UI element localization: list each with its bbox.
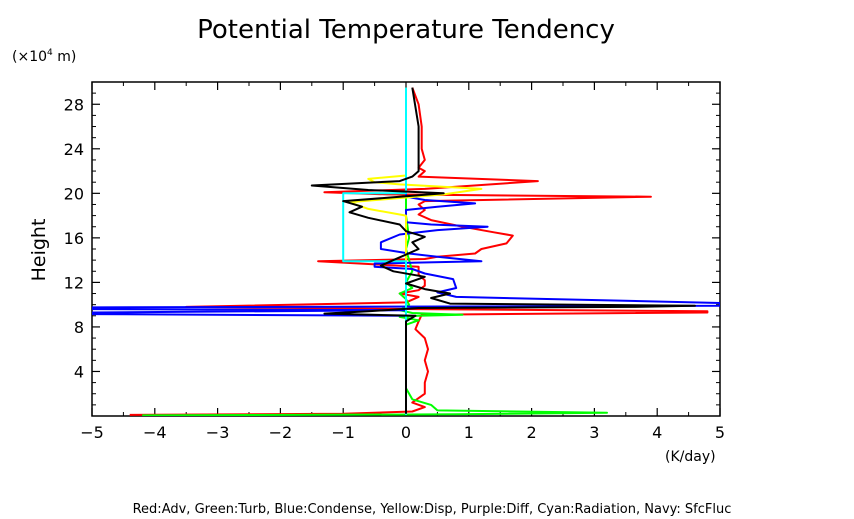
y-axis-label: Height xyxy=(28,219,50,282)
y-tick-label-8: 8 xyxy=(74,318,84,337)
y-tick-label-20: 20 xyxy=(64,184,84,203)
x-tick-label-4: 4 xyxy=(652,423,662,442)
series-line-radiation xyxy=(342,87,407,415)
x-tick-label--1: −1 xyxy=(331,423,355,442)
legend-text: Red:Adv, Green:Turb, Blue:Condense, Yell… xyxy=(133,502,732,517)
chart-title: Potential Temperature Tendency xyxy=(197,15,615,45)
x-tick-label--5: −5 xyxy=(80,423,104,442)
y-tick-label-4: 4 xyxy=(74,362,84,381)
x-tick-label-2: 2 xyxy=(527,423,537,442)
y-tick-label-28: 28 xyxy=(64,95,84,114)
y-tick-label-16: 16 xyxy=(64,229,84,248)
x-tick-label--4: −4 xyxy=(143,423,167,442)
x-axis-unit: (K/day) xyxy=(665,449,716,465)
series-line-net xyxy=(310,87,696,414)
y-unit-exponent: 4 xyxy=(47,48,53,58)
series-line-turb xyxy=(142,87,608,416)
x-tick-label-1: 1 xyxy=(464,423,474,442)
x-tick-label-0: 0 xyxy=(401,423,411,442)
x-tick-label-5: 5 xyxy=(715,423,725,442)
y-unit-suffix: m) xyxy=(53,49,77,65)
x-tick-label-3: 3 xyxy=(589,423,599,442)
series-line-disp xyxy=(348,87,483,415)
y-axis-unit: (×104 m) xyxy=(12,48,76,65)
y-tick-label-12: 12 xyxy=(64,273,84,292)
y-tick-label-24: 24 xyxy=(64,140,84,159)
series-line-adv xyxy=(129,87,709,416)
y-unit-prefix: (×10 xyxy=(12,49,47,65)
x-tick-label--2: −2 xyxy=(269,423,293,442)
x-tick-label--3: −3 xyxy=(206,423,230,442)
